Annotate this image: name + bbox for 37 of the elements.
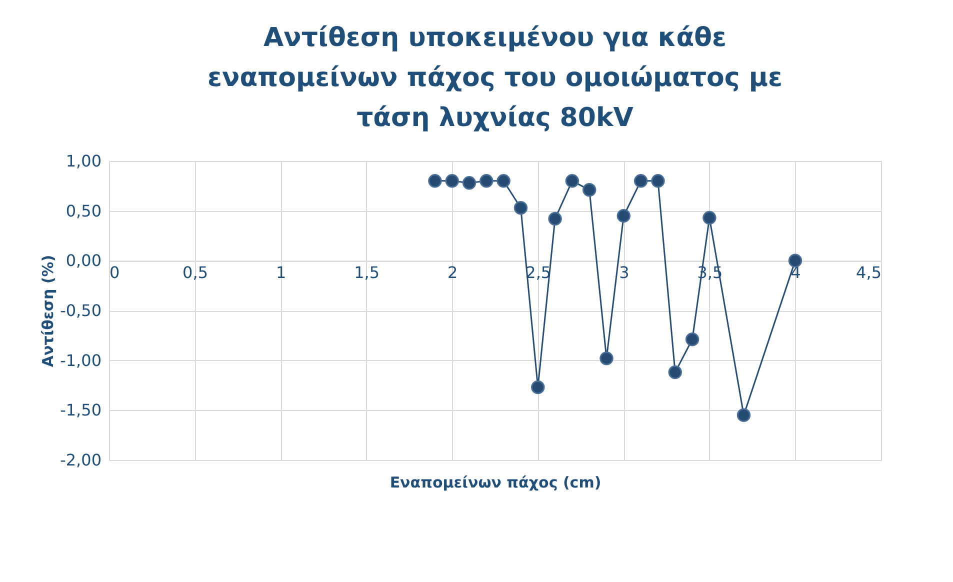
y-tick-label: -2,00 <box>60 450 102 470</box>
y-axis-title: Αντίθεση (%) <box>39 254 58 368</box>
y-tick-label: 1,00 <box>66 152 102 170</box>
y-tick-label: -1,00 <box>60 350 102 370</box>
y-tick-label: -0,50 <box>60 301 102 320</box>
x-tick-label: 3 <box>619 263 630 282</box>
point <box>616 208 631 223</box>
y-tick-label: 0,50 <box>66 201 102 220</box>
point <box>634 174 648 188</box>
point <box>736 408 751 422</box>
point <box>788 254 802 268</box>
point <box>462 176 476 190</box>
x-tick-label: 0,5 <box>182 263 208 282</box>
point <box>668 365 682 380</box>
y-tick-label: -1,50 <box>60 400 102 420</box>
point <box>496 174 510 188</box>
point <box>445 174 459 188</box>
x-tick-label: 1,5 <box>354 263 380 282</box>
y-tick-label: 0,00 <box>66 251 102 270</box>
x-tick-label: 4,5 <box>856 263 882 282</box>
x-tick-label: 1 <box>276 263 286 282</box>
point <box>600 351 614 366</box>
point <box>514 200 528 215</box>
chart-title: Αντίθεση υποκειμένου για κάθε εναπομείνων πάχος του ομοιώματος με τάση λυχνίας 80kV <box>208 23 782 133</box>
point <box>548 212 562 226</box>
x-tick-label: 4 <box>790 263 801 282</box>
point <box>565 174 580 188</box>
point <box>480 174 494 188</box>
x-tick-label: 2 <box>448 263 458 282</box>
point <box>531 380 545 394</box>
point <box>702 210 716 225</box>
x-tick-label: 0 <box>110 263 120 282</box>
point <box>651 174 665 188</box>
x-axis-title: Εναπομείνων πάχος (cm) <box>390 474 602 492</box>
point <box>582 183 596 197</box>
point <box>685 332 700 346</box>
point <box>428 174 442 188</box>
